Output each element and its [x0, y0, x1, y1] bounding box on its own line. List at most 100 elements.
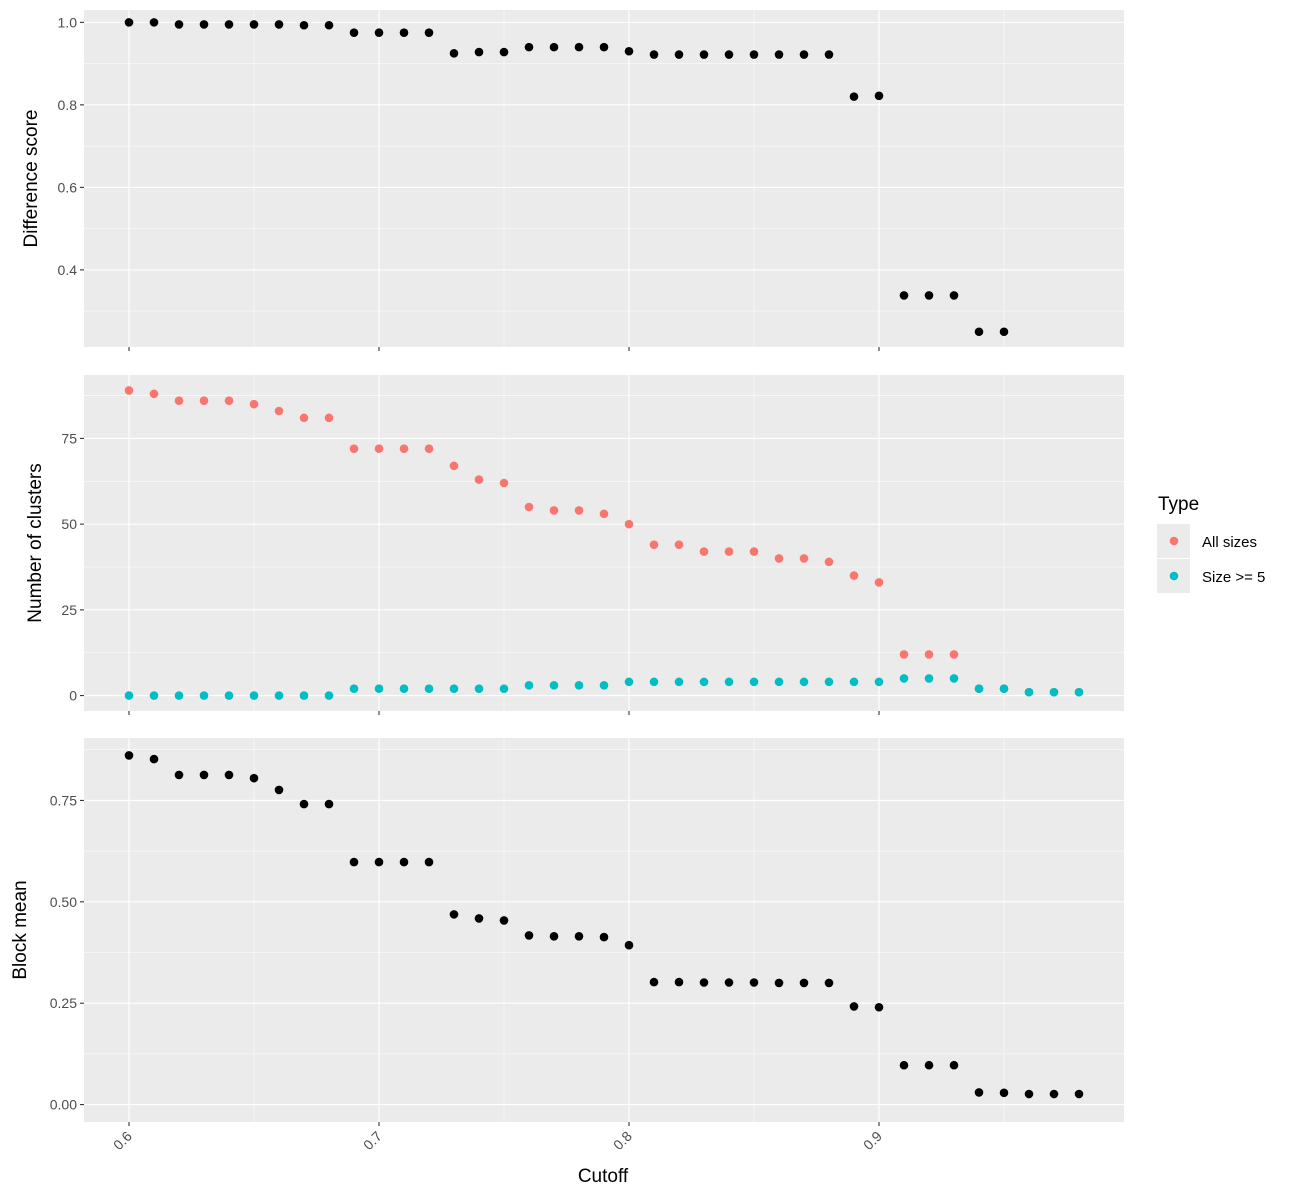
data-point — [799, 50, 809, 59]
data-point — [349, 857, 359, 867]
data-point — [474, 684, 484, 694]
data-point — [824, 50, 834, 59]
data-point — [224, 20, 234, 29]
data-point — [499, 916, 509, 925]
data-point — [349, 444, 359, 454]
data-point — [299, 799, 309, 809]
data-point — [649, 677, 659, 687]
y-tick-label: 0.00 — [50, 1097, 77, 1113]
data-point — [949, 1060, 959, 1070]
y-tick-label: 0 — [69, 688, 77, 704]
data-point — [799, 677, 809, 687]
legend-label-size-ge-5: Size >= 5 — [1202, 569, 1265, 586]
panel-2: 0 25 50 75 Number of clusters — [25, 375, 1124, 715]
data-point — [124, 691, 134, 700]
y-tick-label: 0.6 — [58, 179, 78, 195]
data-point — [449, 684, 459, 694]
data-point — [449, 461, 459, 471]
data-point — [774, 677, 784, 687]
data-point — [749, 50, 759, 59]
data-point — [849, 92, 859, 101]
data-point — [899, 1060, 909, 1070]
data-point — [824, 677, 834, 687]
y-tick-label: 0.75 — [50, 792, 77, 808]
y-tick-label: 0.4 — [58, 262, 78, 278]
data-point — [1024, 687, 1034, 697]
data-point — [874, 1002, 884, 1012]
data-point — [999, 327, 1009, 337]
data-point — [624, 46, 634, 56]
data-point — [474, 914, 484, 923]
data-point — [199, 20, 209, 29]
data-point — [549, 680, 559, 690]
data-point — [649, 540, 659, 550]
data-point — [174, 20, 184, 29]
data-point — [799, 978, 809, 988]
data-point — [374, 444, 384, 454]
data-point — [199, 691, 209, 700]
data-point — [549, 506, 559, 515]
series-1 — [124, 751, 1084, 1099]
data-point — [399, 684, 409, 694]
data-point — [324, 799, 334, 809]
data-point — [199, 396, 209, 406]
y-axis-title: Difference score — [21, 110, 42, 248]
data-point — [999, 1088, 1009, 1098]
data-point — [499, 684, 509, 694]
panel-background — [84, 738, 1124, 1122]
data-point — [899, 650, 909, 659]
data-point — [699, 978, 709, 987]
data-point — [899, 674, 909, 683]
data-point — [874, 578, 884, 587]
series-2 — [124, 674, 1084, 700]
data-point — [974, 1088, 984, 1097]
data-point — [1074, 1089, 1084, 1099]
series-1 — [124, 18, 1009, 337]
data-point — [524, 42, 534, 52]
data-point — [1024, 1089, 1034, 1099]
data-point — [624, 940, 634, 950]
y-axis-title: Number of clusters — [25, 463, 46, 622]
data-point — [674, 677, 684, 687]
data-point — [224, 691, 234, 700]
data-point — [124, 18, 134, 27]
data-point — [274, 691, 284, 700]
y-tick-label: 50 — [61, 516, 77, 532]
data-point — [299, 413, 309, 423]
data-point — [974, 327, 984, 337]
data-point — [649, 50, 659, 59]
y-tick-label: 1.0 — [58, 14, 78, 30]
data-point — [324, 20, 334, 30]
data-point — [924, 674, 934, 683]
data-point — [449, 910, 459, 919]
data-point — [899, 291, 909, 300]
legend-key-size-ge-5 — [1169, 571, 1179, 581]
data-point — [674, 540, 684, 550]
data-point — [774, 50, 784, 59]
data-point — [624, 519, 634, 529]
data-point — [349, 684, 359, 694]
data-point — [424, 857, 434, 867]
x-tick-label: 0.6 — [110, 1128, 135, 1153]
data-point — [174, 770, 184, 780]
data-point — [924, 1060, 934, 1070]
data-point — [749, 677, 759, 687]
data-point — [549, 931, 559, 941]
data-point — [249, 399, 259, 409]
legend: Type All sizes Size >= 5 — [1157, 494, 1265, 593]
data-point — [949, 674, 959, 683]
data-point — [574, 506, 584, 515]
data-point — [199, 770, 209, 780]
data-point — [124, 386, 134, 395]
data-point — [424, 444, 434, 454]
series-1 — [124, 386, 1084, 697]
data-point — [249, 773, 259, 783]
data-point — [374, 28, 384, 37]
data-point — [424, 28, 434, 37]
data-point — [474, 475, 484, 484]
data-point — [949, 650, 959, 659]
data-point — [749, 547, 759, 556]
data-point — [474, 47, 484, 57]
data-point — [974, 684, 984, 694]
